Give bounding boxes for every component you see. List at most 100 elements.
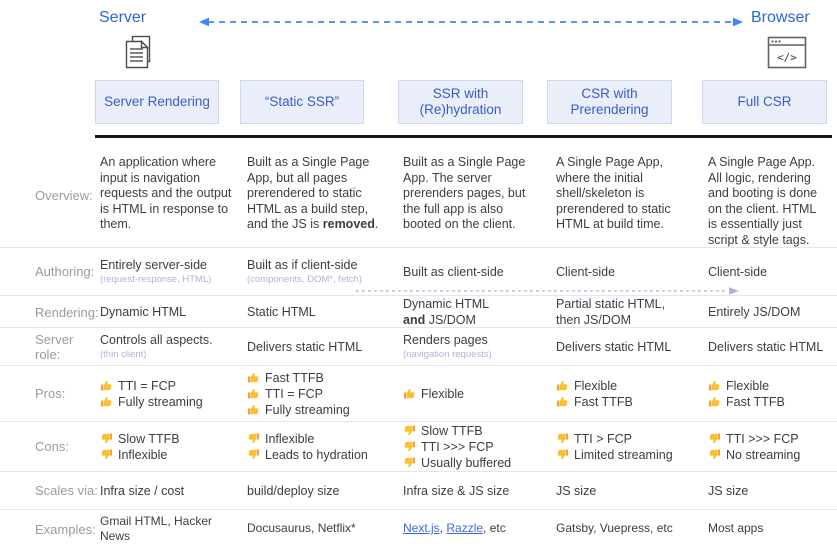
con-item: TTI >>> FCP (403, 439, 544, 455)
text-segment: and (403, 313, 426, 327)
item-text: Leads to hydration (265, 447, 368, 462)
row-label-authoring: Authoring: (35, 264, 95, 279)
pro-item: Fully streaming (247, 402, 391, 418)
text-segment: , etc (483, 521, 506, 536)
row-label-rendering: Rendering: (35, 304, 99, 320)
header-divider-line (95, 135, 832, 138)
primary-text: Client-side (708, 264, 768, 279)
secondary-text: (components, DOM*, fetch) (247, 273, 363, 285)
cell-rendering-col1: Dynamic HTML (100, 304, 247, 320)
example-link[interactable]: Razzle (446, 521, 484, 536)
con-item: Limited streaming (556, 447, 696, 463)
server-heading: Server (99, 9, 147, 26)
thumbs-up-icon (556, 379, 569, 392)
text-segment: Docusaurus, Netflix* (247, 521, 356, 536)
thumbs-down-icon (100, 432, 113, 445)
item-text: Usually buffered (421, 455, 512, 470)
pro-item: Flexible (403, 386, 544, 402)
thumbs-up-icon (556, 395, 569, 408)
con-item: Inflexible (100, 447, 235, 463)
con-item: Inflexible (247, 431, 391, 447)
cell-server-role-col5: Delivers static HTML (708, 339, 837, 355)
thumbs-up-icon (708, 379, 721, 392)
pro-item: Flexible (556, 378, 696, 394)
pro-item: TTI = FCP (100, 378, 235, 394)
cell-pros-col4: Flexible Fast TTFB (556, 378, 708, 410)
cell-authoring-col5: Client-side (708, 264, 837, 280)
item-text: Limited streaming (574, 447, 673, 462)
cell-cons-col3: Slow TTFB TTI >>> FCP Usually buffered (403, 423, 556, 471)
thumbs-down-icon (403, 456, 416, 469)
thumbs-up-icon (247, 387, 260, 400)
pro-item: Fast TTFB (708, 394, 825, 410)
row-label-examples: Examples: (35, 521, 96, 537)
cell-cons-col1: Slow TTFB Inflexible (100, 431, 247, 463)
cell-overview-col5: A Single Page App. All logic, rendering … (708, 155, 818, 247)
thumbs-down-icon (247, 448, 260, 461)
item-text: Flexible (726, 378, 770, 393)
server-browser-spectrum-arrow (198, 15, 744, 34)
example-link[interactable]: Next.js (403, 521, 440, 536)
pro-item: Flexible (708, 378, 825, 394)
item-text: Inflexible (118, 447, 168, 462)
con-item: Leads to hydration (247, 447, 391, 463)
text-segment: Partial static HTML, (556, 297, 666, 311)
cell-authoring-col1: Entirely server-side (request-response, H… (100, 257, 247, 286)
item-text: Fast TTFB (574, 394, 633, 409)
primary-text: Controls all aspects. (100, 332, 213, 347)
cell-cons-col4: TTI > FCP Limited streaming (556, 431, 708, 463)
column-header-3: SSR with (Re)hydration (398, 80, 523, 124)
cell-examples-col4: Gatsby, Vuepress, etc (556, 521, 708, 536)
text-segment: Dynamic HTML (403, 297, 490, 311)
cell-cons-col5: TTI >>> FCP No streaming (708, 431, 837, 463)
pro-item: Fast TTFB (247, 370, 391, 386)
row-rendering: Rendering: Dynamic HTML Static HTML Dynamic… (0, 296, 837, 328)
secondary-text: (thin client) (100, 348, 147, 360)
column-header-label: SSR with (Re)hydration (419, 85, 502, 117)
cell-cons-col2: Inflexible Leads to hydration (247, 431, 403, 463)
primary-text: Entirely server-side (100, 257, 207, 272)
item-text: Flexible (421, 386, 465, 401)
column-header-label: “Static SSR” (264, 93, 340, 109)
con-item: Slow TTFB (100, 431, 235, 447)
cell-pros-col2: Fast TTFB TTI = FCP Fully streaming (247, 370, 403, 418)
cell-overview-col4: A Single Page App, where the initial she… (556, 155, 671, 231)
cell-rendering-col5: Entirely JS/DOM (708, 304, 837, 320)
cell-authoring-col3: Built as client-side (403, 264, 556, 280)
cell-scales-col4: JS size (556, 483, 597, 498)
item-text: Fast TTFB (726, 394, 785, 409)
primary-text: Built as client-side (403, 264, 504, 279)
cell-pros-col3: Flexible (403, 386, 556, 402)
secondary-text: (navigation requests) (403, 348, 492, 360)
secondary-text: (request-response, HTML) (100, 273, 212, 285)
cell-scales-col1: Infra size / cost (100, 483, 185, 498)
pro-item: Fully streaming (100, 394, 235, 410)
text-segment: JS/DOM (425, 313, 476, 327)
text-segment: , (439, 521, 447, 536)
thumbs-up-icon (708, 395, 721, 408)
column-header-5: Full CSR (702, 80, 827, 124)
cell-rendering-col4: Partial static HTML, then JS/DOM (556, 296, 708, 328)
cell-server-role-col4: Delivers static HTML (556, 339, 708, 355)
thumbs-down-icon (708, 448, 721, 461)
cell-server-role-col1: Controls all aspects. (thin client) (100, 332, 247, 361)
con-item: TTI >>> FCP (708, 431, 825, 447)
primary-text: Delivers static HTML (247, 339, 363, 354)
row-server-role: Server role: Controls all aspects. (thin c… (0, 328, 837, 366)
item-text: TTI = FCP (118, 378, 176, 393)
text-segment: Most apps (708, 521, 764, 536)
cell-server-role-col2: Delivers static HTML (247, 339, 403, 355)
text-segment: Gatsby, Vuepress, etc (556, 521, 673, 536)
text-segment: Entirely JS/DOM (708, 305, 801, 319)
cell-authoring-col4: Client-side (556, 264, 708, 280)
thumbs-down-icon (403, 440, 416, 453)
item-text: TTI >>> FCP (421, 439, 494, 454)
cell-examples-col2: Docusaurus, Netflix* (247, 521, 403, 536)
document-pages-icon (121, 34, 157, 77)
cell-rendering-col2: Static HTML (247, 304, 403, 320)
con-item: Slow TTFB (403, 423, 544, 439)
row-label-overview: Overview: (35, 187, 93, 203)
item-text: TTI = FCP (265, 386, 323, 401)
text-segment: . (374, 217, 379, 231)
